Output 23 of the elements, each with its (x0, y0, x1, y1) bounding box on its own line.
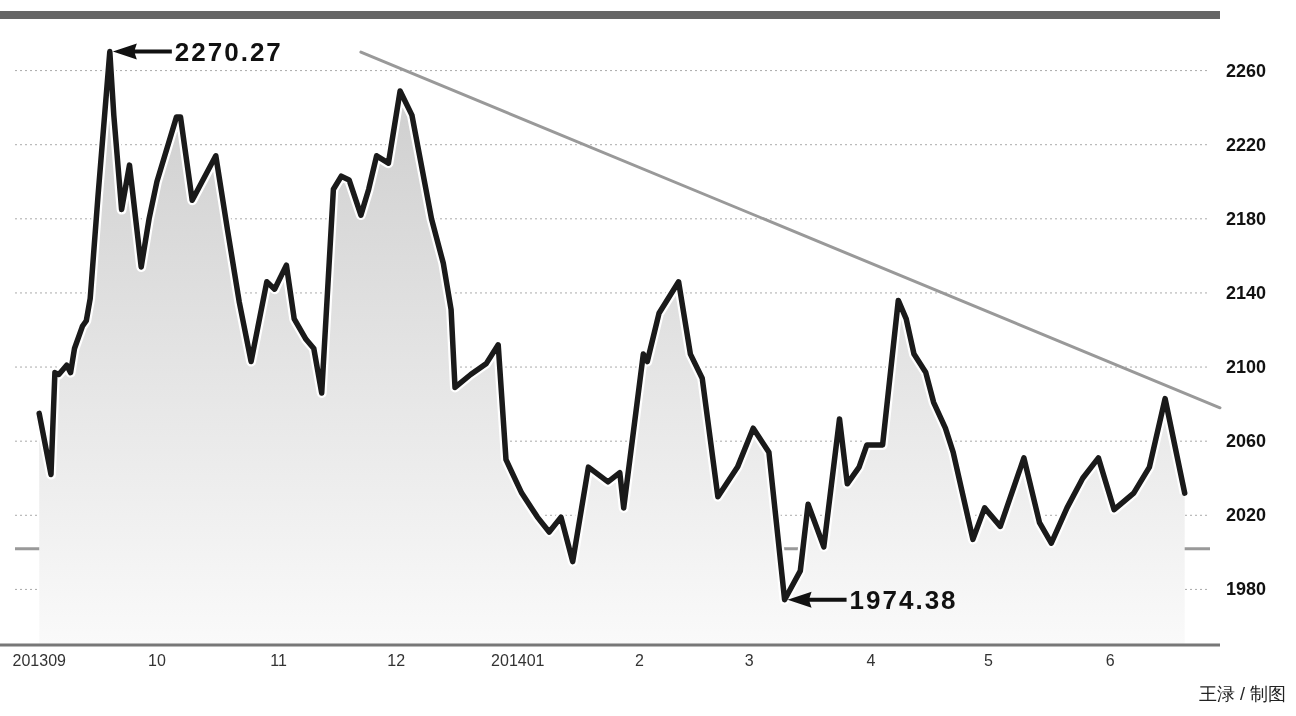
y-tick-label: 1980 (1226, 579, 1267, 600)
x-tick-label: 201309 (12, 652, 67, 669)
annotation: 1974.38 (849, 584, 958, 615)
text: 王渌 / 制图 (1198, 684, 1286, 704)
y-tick-label: 2220 (1226, 134, 1267, 155)
annotation: 2270.27 (174, 36, 283, 67)
annotation: 1974.38 (787, 584, 958, 615)
y-tick-label: 2180 (1226, 208, 1267, 229)
x-tick-label: 201401 (491, 652, 545, 669)
x-tick-label: 5 (984, 652, 994, 669)
y-tick-label: 2020 (1226, 505, 1267, 526)
y-tick-label: 2060 (1226, 431, 1267, 452)
x-tick-label: 11 (270, 652, 287, 669)
x-tick-label: 10 (148, 652, 166, 669)
y-tick-label: 2260 (1226, 60, 1267, 81)
x-tick-label: 2 (634, 652, 644, 669)
x-tick-label: 4 (866, 652, 876, 669)
x-tick-label: 3 (744, 652, 754, 669)
x-tick-label: 12 (387, 652, 406, 669)
y-tick-label: 2100 (1226, 357, 1267, 378)
x-tick-label: 6 (1105, 652, 1115, 669)
annotation: 2270.27 (112, 36, 283, 67)
y-tick-label: 2140 (1226, 282, 1267, 303)
